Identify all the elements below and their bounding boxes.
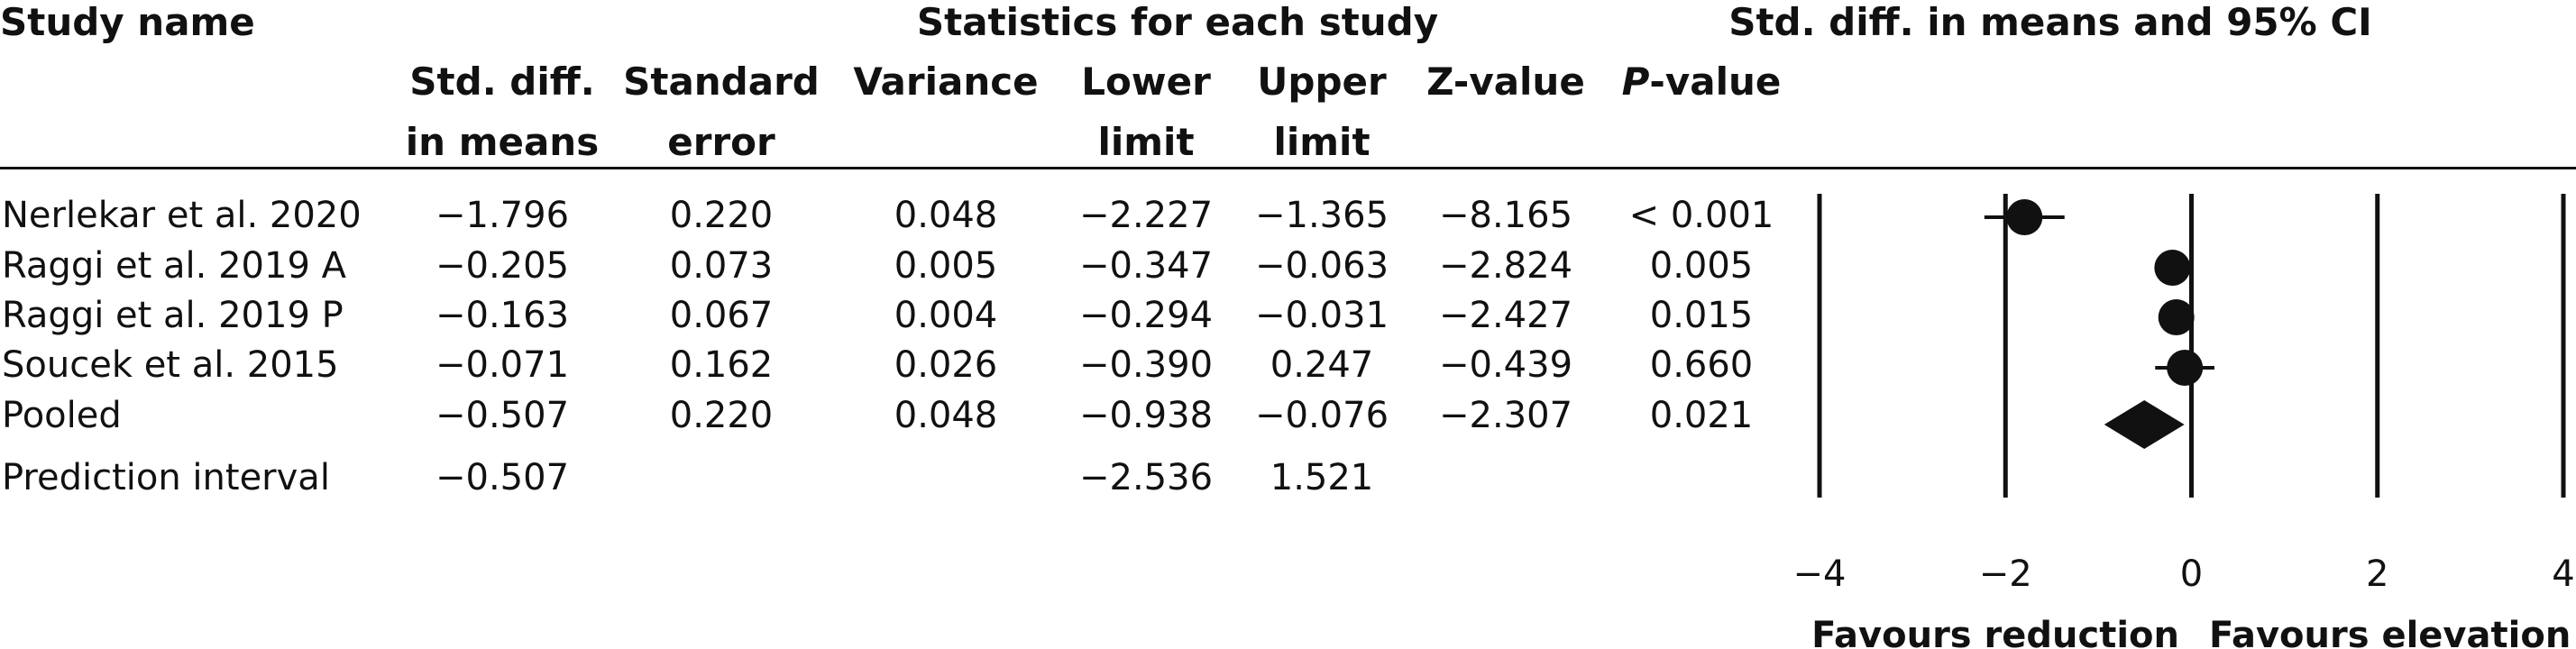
cell-se: 0.162 bbox=[669, 344, 774, 386]
cell-z: −8.165 bbox=[1438, 195, 1573, 236]
col-header-upper: Upper bbox=[1257, 59, 1387, 104]
cell-z: −2.824 bbox=[1438, 245, 1573, 287]
x-tick-label: −2 bbox=[1979, 553, 2032, 595]
cell-upper: 1.521 bbox=[1270, 457, 1374, 498]
cell-var: 0.048 bbox=[894, 195, 998, 236]
cell-lower: −2.536 bbox=[1078, 457, 1214, 498]
row-name: Raggi et al. 2019 P bbox=[2, 295, 344, 336]
x-tick-label: −4 bbox=[1793, 553, 1847, 595]
cell-var: 0.005 bbox=[894, 245, 998, 287]
cell-p: 0.015 bbox=[1649, 295, 1754, 336]
cell-p: 0.005 bbox=[1649, 245, 1754, 287]
row-name: Prediction interval bbox=[2, 457, 330, 498]
cell-se: 0.073 bbox=[669, 245, 774, 287]
cell-p: 0.021 bbox=[1649, 395, 1754, 436]
cell-lower: −0.938 bbox=[1078, 395, 1214, 436]
x-tick-label: 0 bbox=[2180, 553, 2203, 595]
pooled-diamond bbox=[2104, 400, 2185, 449]
col-header-smd: Std. diff. bbox=[409, 59, 595, 104]
cell-p: < 0.001 bbox=[1628, 195, 1774, 236]
cell-se: 0.220 bbox=[669, 195, 774, 236]
cell-upper: 0.247 bbox=[1270, 344, 1374, 386]
statistics-group-header: Statistics for each study bbox=[916, 0, 1439, 44]
x-tick-label: 4 bbox=[2552, 553, 2574, 595]
cell-lower: −0.390 bbox=[1078, 344, 1214, 386]
plot-title: Std. diff. in means and 95% CI bbox=[1728, 0, 2372, 44]
col-header-se-line2: error bbox=[667, 120, 775, 164]
col-header-p: P-value bbox=[1621, 59, 1782, 104]
row-name: Soucek et al. 2015 bbox=[2, 344, 339, 386]
favours-right-label: Favours elevation bbox=[2209, 615, 2571, 649]
col-header-lower: Lower bbox=[1081, 59, 1211, 104]
study-point bbox=[2158, 299, 2195, 335]
cell-smd: −0.071 bbox=[435, 344, 570, 386]
cell-smd: −0.507 bbox=[435, 457, 570, 498]
col-header-p-suffix: -value bbox=[1649, 59, 1782, 104]
study-point bbox=[2167, 350, 2204, 386]
cell-upper: −0.031 bbox=[1254, 295, 1389, 336]
cell-upper: −0.076 bbox=[1254, 395, 1389, 436]
cell-z: −0.439 bbox=[1438, 344, 1573, 386]
row-name: Pooled bbox=[2, 395, 122, 436]
cell-z: −2.427 bbox=[1438, 295, 1573, 336]
x-tick-label: 2 bbox=[2366, 553, 2388, 595]
col-header-upper-line2: limit bbox=[1273, 120, 1371, 164]
header-divider bbox=[0, 167, 2576, 169]
cell-se: 0.067 bbox=[669, 295, 774, 336]
row-name: Nerlekar et al. 2020 bbox=[2, 195, 362, 236]
cell-se: 0.220 bbox=[669, 395, 774, 436]
cell-lower: −2.227 bbox=[1078, 195, 1214, 236]
cell-smd: −1.796 bbox=[435, 195, 570, 236]
cell-upper: −0.063 bbox=[1254, 245, 1389, 287]
favours-left-label: Favours reduction bbox=[1811, 615, 2179, 649]
row-name: Raggi et al. 2019 A bbox=[2, 245, 346, 287]
col-header-z: Z-value bbox=[1426, 59, 1585, 104]
cell-lower: −0.347 bbox=[1078, 245, 1214, 287]
col-header-smd-line2: in means bbox=[405, 120, 600, 164]
study-point bbox=[2154, 250, 2191, 286]
col-header-variance: Variance bbox=[853, 59, 1039, 104]
cell-var: 0.004 bbox=[894, 295, 998, 336]
cell-var: 0.048 bbox=[894, 395, 998, 436]
col-header-se: Standard bbox=[623, 59, 820, 104]
cell-z: −2.307 bbox=[1438, 395, 1573, 436]
col-header-lower-line2: limit bbox=[1097, 120, 1195, 164]
cell-p: 0.660 bbox=[1649, 344, 1754, 386]
cell-smd: −0.507 bbox=[435, 395, 570, 436]
study-name-header: Study name bbox=[0, 0, 255, 44]
cell-smd: −0.163 bbox=[435, 295, 570, 336]
cell-var: 0.026 bbox=[894, 344, 998, 386]
cell-upper: −1.365 bbox=[1254, 195, 1389, 236]
cell-lower: −0.294 bbox=[1078, 295, 1214, 336]
study-point bbox=[2006, 199, 2043, 235]
cell-smd: −0.205 bbox=[435, 245, 570, 287]
